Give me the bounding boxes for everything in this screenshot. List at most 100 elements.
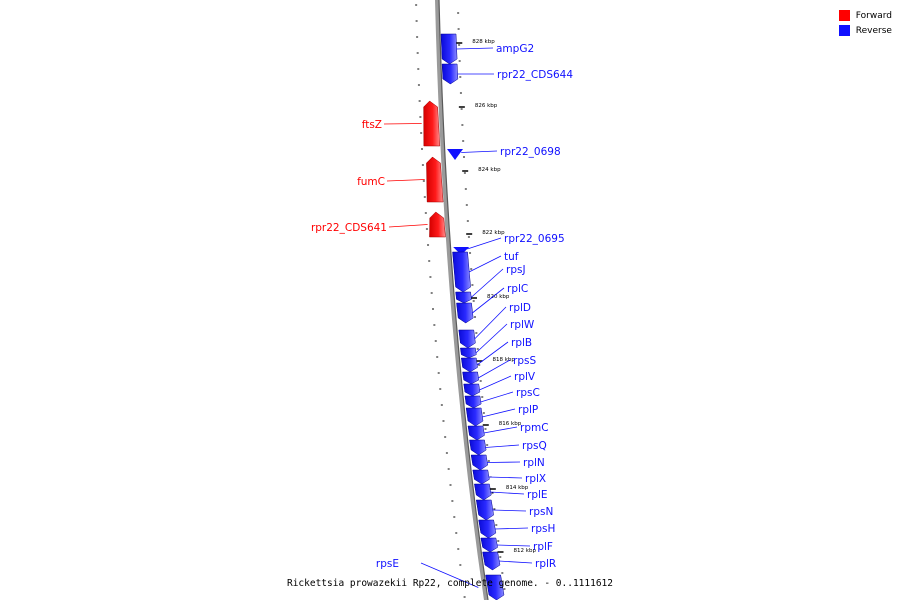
gene-label: rpsE xyxy=(376,558,399,570)
gene-rplb xyxy=(461,357,478,373)
gene-rpr22-cds644 xyxy=(441,63,459,85)
gene-connector xyxy=(494,527,529,530)
gene-connector xyxy=(492,509,527,512)
gene-connector xyxy=(456,47,494,50)
genome-backbone xyxy=(435,0,488,600)
gene-connector xyxy=(467,237,502,250)
gene-rpld xyxy=(458,329,476,349)
gene-fumc xyxy=(426,156,444,203)
gene-ampg2 xyxy=(440,33,458,65)
gene-label: rpsQ xyxy=(522,440,547,452)
gene-rpsn xyxy=(475,499,494,521)
gene-label: rplR xyxy=(535,558,556,570)
legend-reverse: Reverse xyxy=(838,23,892,38)
gene-label: rplX xyxy=(525,473,546,485)
gene-rpsj xyxy=(455,291,472,304)
gene-label: rplP xyxy=(518,404,538,416)
gene-connector xyxy=(481,408,516,418)
gene-label: rplW xyxy=(510,319,535,331)
scale-label: 828 kbp xyxy=(472,39,495,45)
gene-ftsz xyxy=(423,100,441,147)
gene-rpsq xyxy=(469,439,487,456)
gene-connector xyxy=(468,255,502,273)
gene-label: rplV xyxy=(514,371,536,383)
gene-rple xyxy=(474,483,492,501)
gene-connector xyxy=(479,375,512,391)
gene-rplx xyxy=(472,469,490,485)
gene-label: tuf xyxy=(504,251,519,263)
gene-rpse xyxy=(485,574,505,600)
gene-rpsc xyxy=(464,395,482,409)
map-caption: Rickettsia prowazekii Rp22, complete gen… xyxy=(286,578,613,589)
gene-label: rplN xyxy=(523,457,545,469)
scale-label: 822 kbp xyxy=(482,230,505,236)
gene-connector xyxy=(470,268,504,298)
gene-rplp xyxy=(465,407,484,427)
scale-label: 820 kbp xyxy=(487,294,510,300)
gene-connector xyxy=(485,444,520,448)
gene-connector xyxy=(475,323,508,354)
gene-connector xyxy=(388,224,428,228)
scale-label: 816 kbp xyxy=(499,421,522,427)
gene-connector xyxy=(420,562,479,588)
gene-label: rpsS xyxy=(513,355,536,367)
gene-rpr22-0698 xyxy=(447,149,464,160)
legend-forward-label: Forward xyxy=(855,10,892,21)
gene-rpmc xyxy=(467,425,485,441)
gene-label: fumC xyxy=(357,176,385,188)
gene-label: ftsZ xyxy=(362,119,382,131)
scale-labels: 828 kbp 826 kbp 824 kbp 822 kbp 820 kbp 818 k… xyxy=(456,39,536,554)
gene-connector xyxy=(477,359,511,379)
gene-label: rpr22_0698 xyxy=(500,146,561,158)
gene-label: rpmC xyxy=(520,422,549,434)
gene-connector xyxy=(386,179,425,182)
gene-rplv xyxy=(463,383,481,397)
gene-connector xyxy=(383,123,422,125)
gene-label: rpr22_0695 xyxy=(504,233,565,245)
gene-connector xyxy=(498,560,533,564)
gene-connector xyxy=(461,150,498,153)
gene-label: rpsN xyxy=(529,506,553,518)
gene-rplc xyxy=(456,302,474,324)
forward-swatch xyxy=(838,10,850,21)
gene-rpr22-cds641 xyxy=(429,211,446,238)
gene-connector xyxy=(488,476,523,479)
legend: Forward Reverse xyxy=(838,8,892,38)
gene-label: rpsJ xyxy=(506,264,526,276)
legend-reverse-label: Reverse xyxy=(855,25,892,36)
gene-rplw xyxy=(460,347,477,359)
gene-tuf xyxy=(452,251,471,293)
gene-label: rplF xyxy=(533,541,553,553)
gene-labels: ampG2 rpr22_CDS644 ftsZ rpr22_0698 fumC rpr22… xyxy=(311,43,573,588)
gene-label: rplE xyxy=(527,489,548,501)
gene-connector xyxy=(472,287,505,314)
scale-label: 812 kbp xyxy=(514,548,537,554)
gene-label: rpsC xyxy=(516,387,540,399)
gene-label: rplB xyxy=(511,337,532,349)
gene-rpr22-0695 xyxy=(453,247,470,255)
gene-label: rpsH xyxy=(531,523,555,535)
gene-rplf xyxy=(480,537,498,553)
scale-label: 818 kbp xyxy=(492,357,515,363)
gene-rpsh xyxy=(478,519,497,539)
gene-features xyxy=(423,33,505,600)
gene-connector xyxy=(476,341,509,366)
gene-rpln xyxy=(470,454,489,471)
gene-label: rplD xyxy=(509,302,531,314)
scale-label: 826 kbp xyxy=(475,103,498,109)
gene-label: ampG2 xyxy=(496,43,534,55)
gene-label: rplC xyxy=(507,283,528,295)
reverse-swatch xyxy=(838,25,850,36)
gene-connector xyxy=(474,306,507,340)
gene-connector xyxy=(480,391,514,403)
gene-connector xyxy=(483,426,518,434)
gene-connector xyxy=(486,461,521,463)
genome-backbone-shadow xyxy=(438,0,489,600)
gene-connector xyxy=(490,491,525,495)
gene-rpss xyxy=(462,371,480,385)
scale-label: 814 kbp xyxy=(506,485,529,491)
gene-rplr xyxy=(482,551,501,571)
tick-marks xyxy=(415,4,506,598)
legend-forward: Forward xyxy=(838,8,892,23)
